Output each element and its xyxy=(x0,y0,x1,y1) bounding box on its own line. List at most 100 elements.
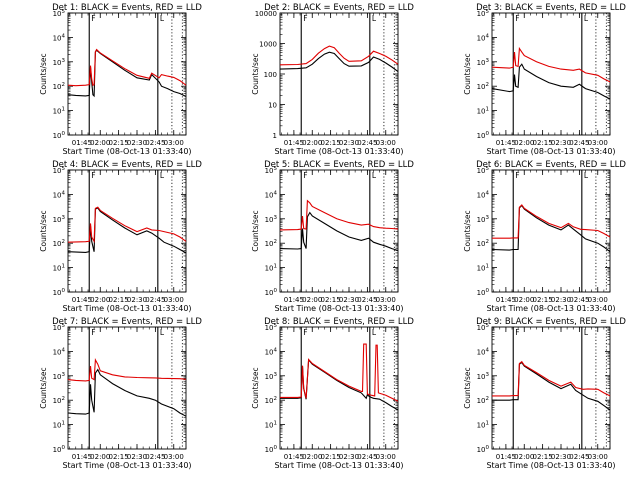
panel-title: Det 1: BLACK = Events, RED = LLD xyxy=(52,3,202,13)
x-tick-label: 02:00 xyxy=(90,453,110,461)
panel-det-9: Det 9: BLACK = Events, RED = LLD 100 101 10… xyxy=(463,317,626,470)
x-tick-label: 02:45 xyxy=(145,139,165,147)
series-line-lld xyxy=(279,199,399,231)
y-tick-label: 105 xyxy=(265,323,278,332)
y-tick-label: 105 xyxy=(53,166,66,175)
y-tick-label: 104 xyxy=(53,190,66,199)
event-marker-label: L xyxy=(372,328,377,337)
panel-det-5: Det 5: BLACK = Events, RED = LLD 100 101 10… xyxy=(251,160,414,313)
x-axis-label: Start Time (08-Oct-13 01:33:40) xyxy=(274,461,403,470)
x-axis-label: Start Time (08-Oct-13 01:33:40) xyxy=(62,304,191,313)
event-marker-label: F xyxy=(515,328,519,337)
x-tick-label: 02:45 xyxy=(357,296,377,304)
plot-frame xyxy=(67,326,187,450)
series-line-lld xyxy=(67,358,187,382)
y-tick-label: 102 xyxy=(265,396,277,405)
y-tick-label: 104 xyxy=(477,190,490,199)
x-tick-label: 03:00 xyxy=(376,139,396,147)
y-tick-label: 103 xyxy=(477,372,490,381)
y-tick-label: 104 xyxy=(53,347,66,356)
y-tick-label: 105 xyxy=(53,323,66,332)
panel-title: Det 2: BLACK = Events, RED = LLD xyxy=(264,3,414,13)
event-marker-label: F xyxy=(91,171,95,180)
y-tick-label: 100 xyxy=(53,445,66,454)
panel-title: Det 7: BLACK = Events, RED = LLD xyxy=(52,317,202,327)
x-tick-label: 02:45 xyxy=(145,296,165,304)
panel-det-1: Det 1: BLACK = Events, RED = LLD 100 101 10… xyxy=(39,3,202,156)
y-tick-label: 103 xyxy=(53,58,66,67)
event-marker-label: F xyxy=(303,328,307,337)
x-tick-label: 02:30 xyxy=(127,139,147,147)
event-marker-label: F xyxy=(515,14,519,23)
x-tick-label: 02:00 xyxy=(302,139,322,147)
y-tick-label: 104 xyxy=(265,347,278,356)
y-tick-label: 103 xyxy=(265,215,278,224)
panel-title: Det 6: BLACK = Events, RED = LLD xyxy=(476,160,626,170)
y-tick-label: 100 xyxy=(265,445,278,454)
event-marker-label: L xyxy=(160,328,165,337)
series-line-lld xyxy=(280,343,399,402)
x-tick-label: 02:30 xyxy=(339,453,359,461)
x-tick-label: 02:45 xyxy=(357,139,377,147)
plot-frame xyxy=(67,169,187,293)
event-marker-label: L xyxy=(584,171,589,180)
x-axis-label: Start Time (08-Oct-13 01:33:40) xyxy=(486,304,615,313)
y-tick-label: 101 xyxy=(477,107,489,116)
x-tick-label: 03:00 xyxy=(376,296,396,304)
plot-frame xyxy=(67,12,187,136)
x-tick-label: 02:15 xyxy=(321,139,341,147)
event-marker-label: F xyxy=(91,328,95,337)
y-tick-label: 102 xyxy=(477,239,489,248)
x-tick-label: 01:45 xyxy=(284,296,304,304)
x-tick-label: 02:45 xyxy=(145,453,165,461)
panel-det-6: Det 6: BLACK = Events, RED = LLD 100 101 10… xyxy=(463,160,626,313)
x-tick-label: 03:00 xyxy=(588,453,608,461)
panel-det-8: Det 8: BLACK = Events, RED = LLD 100 101 10… xyxy=(251,317,414,470)
y-axis-label: Counts/sec xyxy=(463,210,472,251)
series-line-events xyxy=(67,49,187,98)
x-tick-label: 02:00 xyxy=(302,296,322,304)
panel-title: Det 4: BLACK = Events, RED = LLD xyxy=(52,160,202,170)
x-tick-label: 02:00 xyxy=(302,453,322,461)
y-axis-label: Counts/sec xyxy=(39,53,48,94)
series-line-events xyxy=(280,358,399,411)
x-tick-label: 02:30 xyxy=(551,296,571,304)
series-line-events xyxy=(492,361,611,411)
y-tick-label: 101 xyxy=(53,264,65,273)
y-tick-label: 100 xyxy=(264,71,277,79)
y-tick-label: 102 xyxy=(53,239,65,248)
series-line-lld xyxy=(279,45,399,66)
x-tick-label: 03:00 xyxy=(164,296,184,304)
x-tick-label: 02:30 xyxy=(339,296,359,304)
event-marker-label: F xyxy=(515,171,519,180)
series-line-events xyxy=(67,207,187,254)
event-marker-label: L xyxy=(160,14,165,23)
x-tick-label: 01:45 xyxy=(72,139,92,147)
x-axis-label: Start Time (08-Oct-13 01:33:40) xyxy=(274,304,403,313)
y-axis-label: Counts/sec xyxy=(463,53,472,94)
x-tick-label: 03:00 xyxy=(588,296,608,304)
y-tick-label: 104 xyxy=(477,347,490,356)
x-tick-label: 02:15 xyxy=(533,453,553,461)
y-tick-label: 100 xyxy=(265,288,278,297)
y-tick-label: 103 xyxy=(477,58,490,67)
plot-frame xyxy=(491,326,611,450)
x-tick-label: 03:00 xyxy=(164,453,184,461)
y-tick-label: 100 xyxy=(53,288,66,297)
x-tick-label: 02:00 xyxy=(514,139,534,147)
x-tick-label: 02:45 xyxy=(357,453,377,461)
series-line-lld xyxy=(491,46,611,83)
y-axis-label: Counts/sec xyxy=(39,367,48,408)
y-tick-label: 101 xyxy=(53,107,65,116)
x-tick-label: 01:45 xyxy=(496,139,516,147)
plot-frame xyxy=(279,12,399,136)
event-marker-label: F xyxy=(303,171,307,180)
x-axis-label: Start Time (08-Oct-13 01:33:40) xyxy=(486,461,615,470)
x-tick-label: 02:45 xyxy=(569,453,589,461)
x-axis-label: Start Time (08-Oct-13 01:33:40) xyxy=(62,147,191,156)
panel-title: Det 3: BLACK = Events, RED = LLD xyxy=(476,3,626,13)
y-axis-label: Counts/sec xyxy=(251,210,260,251)
series-line-lld xyxy=(492,204,611,239)
y-tick-label: 102 xyxy=(477,396,489,405)
